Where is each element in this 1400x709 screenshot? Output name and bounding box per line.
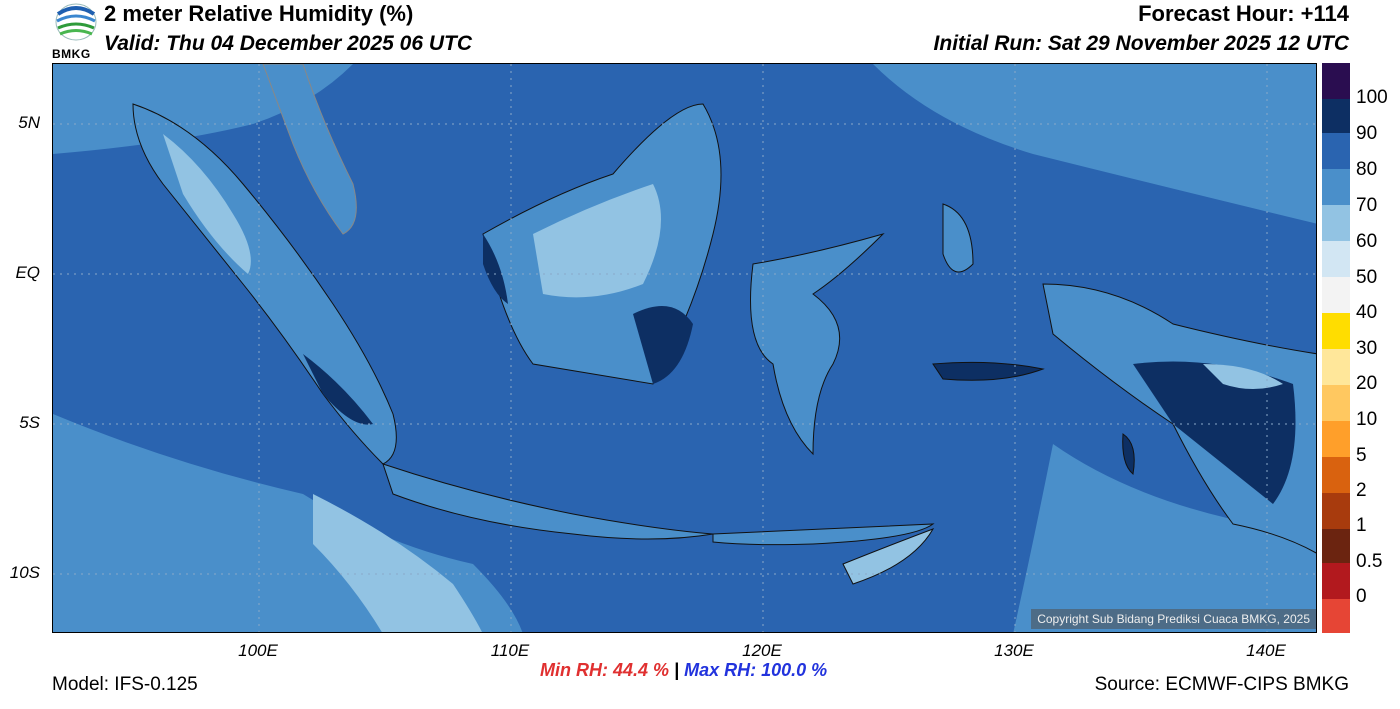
colorbar-swatch xyxy=(1322,457,1350,493)
borneo-west-dark xyxy=(483,234,508,304)
colorbar-swatch xyxy=(1322,241,1350,277)
timor-island xyxy=(842,528,935,585)
colorbar-label-5: 5 xyxy=(1356,445,1367,466)
colorbar-swatch xyxy=(1322,169,1350,205)
colorbar-label-80: 80 xyxy=(1356,159,1378,180)
lat-label-10s: 10S xyxy=(9,563,40,582)
aru-islands xyxy=(1122,433,1135,475)
malay-peninsula xyxy=(262,64,357,235)
logo-text: BMKG xyxy=(52,47,91,61)
colorbar-swatch xyxy=(1322,63,1350,99)
colorbar-swatch xyxy=(1322,599,1350,633)
sulawesi-land xyxy=(750,232,885,456)
colorbar-label-2: 2 xyxy=(1356,480,1367,501)
colorbar-label-90: 90 xyxy=(1356,123,1378,144)
colorbar-label-0: 0 xyxy=(1356,586,1367,607)
sumatra-dark xyxy=(303,354,373,425)
colorbar-label-0-5: 0.5 xyxy=(1356,551,1383,572)
colorbar-swatch xyxy=(1322,563,1350,599)
halmahera xyxy=(942,203,974,273)
colorbar xyxy=(1322,63,1350,633)
lon-label-130e: 130E xyxy=(994,641,1034,660)
south-west-pale xyxy=(313,494,482,632)
forecast-hour: Forecast Hour: +114 xyxy=(1138,1,1349,26)
lon-label-110e: 110E xyxy=(490,641,530,660)
graticule xyxy=(53,64,1316,632)
colorbar-label-30: 30 xyxy=(1356,338,1378,359)
colorbar-label-50: 50 xyxy=(1356,267,1378,288)
north-east-light xyxy=(873,64,1316,224)
borneo-south-dark xyxy=(633,306,693,384)
sumatra-pale xyxy=(163,134,251,274)
colorbar-swatch xyxy=(1322,349,1350,385)
borneo-pale xyxy=(533,184,661,298)
new-guinea-dark xyxy=(1133,361,1296,504)
colorbar-label-70: 70 xyxy=(1356,195,1378,216)
colorbar-swatch xyxy=(1322,493,1350,529)
max-rh: Max RH: 100.0 % xyxy=(684,660,828,680)
humidity-map xyxy=(52,63,1317,633)
copyright-notice: Copyright Sub Bidang Prediksi Cuaca BMKG… xyxy=(1031,609,1316,629)
east-ocean-light xyxy=(1013,444,1316,632)
new-guinea-pale xyxy=(1203,364,1283,389)
lon-label-120e: 120E xyxy=(742,641,782,660)
colorbar-swatch xyxy=(1322,133,1350,169)
colorbar-label-100: 100 xyxy=(1356,87,1388,108)
nusa-tenggara xyxy=(712,523,935,546)
min-rh: Min RH: 44.4 % xyxy=(540,660,670,680)
model-name: Model: IFS-0.125 xyxy=(52,674,198,695)
lon-label-140e: 140E xyxy=(1246,641,1286,660)
lat-label-eq: EQ xyxy=(15,263,40,282)
initial-run: Initial Run: Sat 29 November 2025 12 UTC xyxy=(933,32,1349,55)
colorbar-label-40: 40 xyxy=(1356,302,1378,323)
colorbar-swatch xyxy=(1322,277,1350,313)
valid-time: Valid: Thu 04 December 2025 06 UTC xyxy=(104,32,473,55)
min-max-rh: Min RH: 44.4 % | Max RH: 100.0 % xyxy=(540,660,827,681)
data-source: Source: ECMWF-CIPS BMKG xyxy=(1094,674,1349,695)
colorbar-swatch xyxy=(1322,205,1350,241)
colorbar-label-60: 60 xyxy=(1356,231,1378,252)
colorbar-swatch xyxy=(1322,385,1350,421)
lon-label-100e: 100E xyxy=(238,641,278,660)
colorbar-label-20: 20 xyxy=(1356,373,1378,394)
colorbar-swatch xyxy=(1322,421,1350,457)
rh-separator: | xyxy=(674,660,680,680)
colorbar-swatch xyxy=(1322,313,1350,349)
map-title: 2 meter Relative Humidity (%) xyxy=(104,1,414,26)
colorbar-label-10: 10 xyxy=(1356,409,1378,430)
bmkg-logo xyxy=(52,0,100,60)
colorbar-swatch xyxy=(1322,99,1350,133)
colorbar-swatch xyxy=(1322,529,1350,563)
lat-label-5s: 5S xyxy=(19,413,40,432)
lat-label-5n: 5N xyxy=(18,113,40,132)
colorbar-label-1: 1 xyxy=(1356,515,1367,536)
